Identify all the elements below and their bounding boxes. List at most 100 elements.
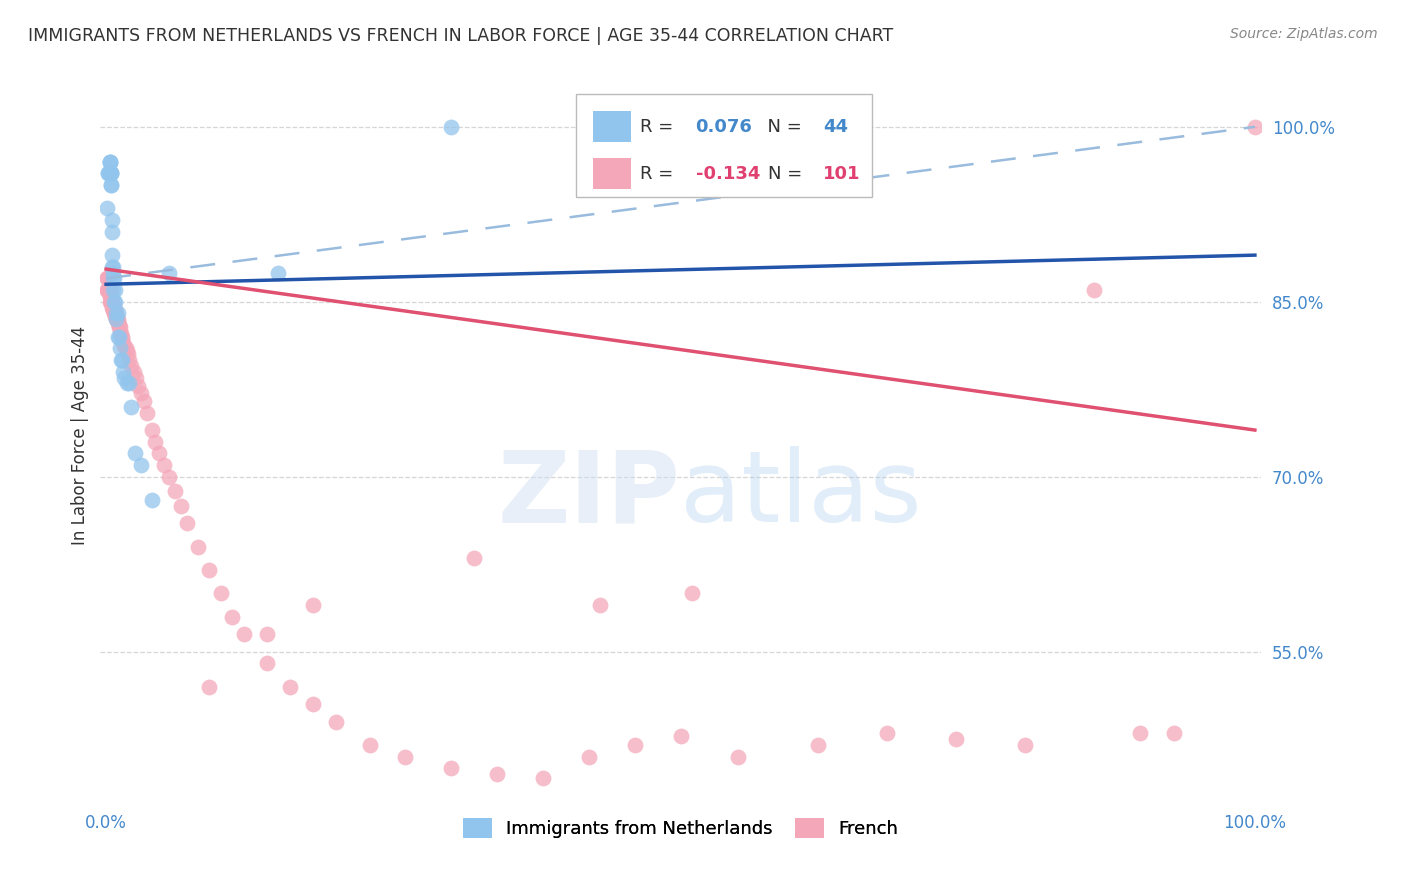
Point bbox=[100, 166, 122, 180]
Point bbox=[278, 680, 301, 694]
Point bbox=[107, 306, 129, 320]
Point bbox=[98, 283, 121, 297]
Point bbox=[107, 316, 129, 330]
Point bbox=[108, 324, 131, 338]
Text: Source: ZipAtlas.com: Source: ZipAtlas.com bbox=[1230, 27, 1378, 41]
Point bbox=[98, 154, 121, 169]
Point bbox=[96, 271, 118, 285]
Point bbox=[256, 627, 278, 641]
Point bbox=[100, 178, 122, 193]
Point bbox=[122, 365, 145, 379]
Point bbox=[101, 260, 124, 274]
Point bbox=[108, 342, 131, 356]
Point bbox=[157, 266, 180, 280]
Point bbox=[101, 301, 124, 315]
Text: atlas: atlas bbox=[681, 446, 922, 543]
Point bbox=[98, 166, 121, 180]
Point bbox=[107, 312, 129, 326]
Point bbox=[103, 271, 125, 285]
Point bbox=[101, 271, 124, 285]
Point bbox=[101, 297, 124, 311]
Text: -0.134: -0.134 bbox=[696, 165, 761, 183]
Point bbox=[302, 697, 325, 711]
Point bbox=[589, 598, 612, 612]
Point bbox=[115, 343, 138, 358]
Point bbox=[463, 551, 485, 566]
Point bbox=[145, 434, 167, 449]
Point bbox=[115, 376, 138, 391]
Text: ZIP: ZIP bbox=[498, 446, 681, 543]
Point bbox=[103, 302, 125, 317]
Point bbox=[114, 342, 136, 356]
Legend: Immigrants from Netherlands, French: Immigrants from Netherlands, French bbox=[456, 811, 905, 846]
Point bbox=[101, 297, 124, 311]
Point bbox=[359, 738, 381, 752]
Point bbox=[101, 297, 124, 311]
Point bbox=[1083, 283, 1105, 297]
Point bbox=[105, 306, 128, 320]
Point bbox=[157, 469, 180, 483]
Text: 101: 101 bbox=[824, 165, 860, 183]
Text: N =: N = bbox=[768, 165, 807, 183]
Point bbox=[97, 166, 120, 180]
Point bbox=[104, 294, 127, 309]
Point bbox=[98, 166, 121, 180]
Point bbox=[110, 327, 132, 342]
Point bbox=[103, 306, 125, 320]
Point bbox=[104, 309, 127, 323]
Point bbox=[100, 166, 122, 180]
Point bbox=[129, 385, 152, 400]
Point bbox=[103, 301, 125, 315]
Point bbox=[97, 283, 120, 297]
Point bbox=[110, 353, 132, 368]
Point bbox=[112, 335, 135, 350]
Text: IMMIGRANTS FROM NETHERLANDS VS FRENCH IN LABOR FORCE | AGE 35-44 CORRELATION CHA: IMMIGRANTS FROM NETHERLANDS VS FRENCH IN… bbox=[28, 27, 893, 45]
Point bbox=[120, 400, 142, 414]
Point bbox=[118, 353, 141, 368]
Point bbox=[440, 120, 463, 134]
Point bbox=[101, 260, 124, 274]
Text: R =: R = bbox=[640, 165, 679, 183]
Point bbox=[111, 330, 134, 344]
Text: 0.076: 0.076 bbox=[696, 118, 752, 136]
Point bbox=[101, 301, 124, 315]
Point bbox=[107, 315, 129, 329]
Point bbox=[105, 309, 128, 323]
Point bbox=[267, 266, 290, 280]
Point bbox=[107, 320, 129, 334]
Point bbox=[101, 213, 124, 227]
Point bbox=[129, 458, 152, 472]
Point bbox=[101, 294, 124, 309]
Point bbox=[100, 294, 122, 309]
Point bbox=[1244, 120, 1267, 134]
Point bbox=[101, 301, 124, 315]
Point bbox=[440, 761, 463, 775]
Point bbox=[107, 318, 129, 332]
FancyBboxPatch shape bbox=[576, 95, 872, 197]
Point bbox=[117, 347, 139, 361]
Point bbox=[198, 680, 221, 694]
Point bbox=[98, 154, 121, 169]
Point bbox=[97, 283, 120, 297]
Text: R =: R = bbox=[640, 118, 679, 136]
Point bbox=[152, 458, 174, 472]
Point bbox=[98, 294, 121, 309]
Point bbox=[114, 339, 136, 353]
Point bbox=[100, 289, 122, 303]
Point bbox=[132, 393, 155, 408]
Point bbox=[101, 302, 124, 317]
Point bbox=[141, 423, 163, 437]
Bar bbox=[593, 112, 631, 142]
Point bbox=[141, 493, 163, 508]
Point bbox=[98, 289, 121, 303]
Point bbox=[103, 294, 125, 309]
Point bbox=[112, 365, 135, 379]
Point bbox=[101, 266, 124, 280]
Point bbox=[125, 370, 148, 384]
Point bbox=[114, 370, 136, 384]
Point bbox=[107, 330, 129, 344]
Point bbox=[96, 271, 118, 285]
Point bbox=[170, 499, 193, 513]
Point bbox=[136, 406, 159, 420]
Point bbox=[107, 330, 129, 344]
